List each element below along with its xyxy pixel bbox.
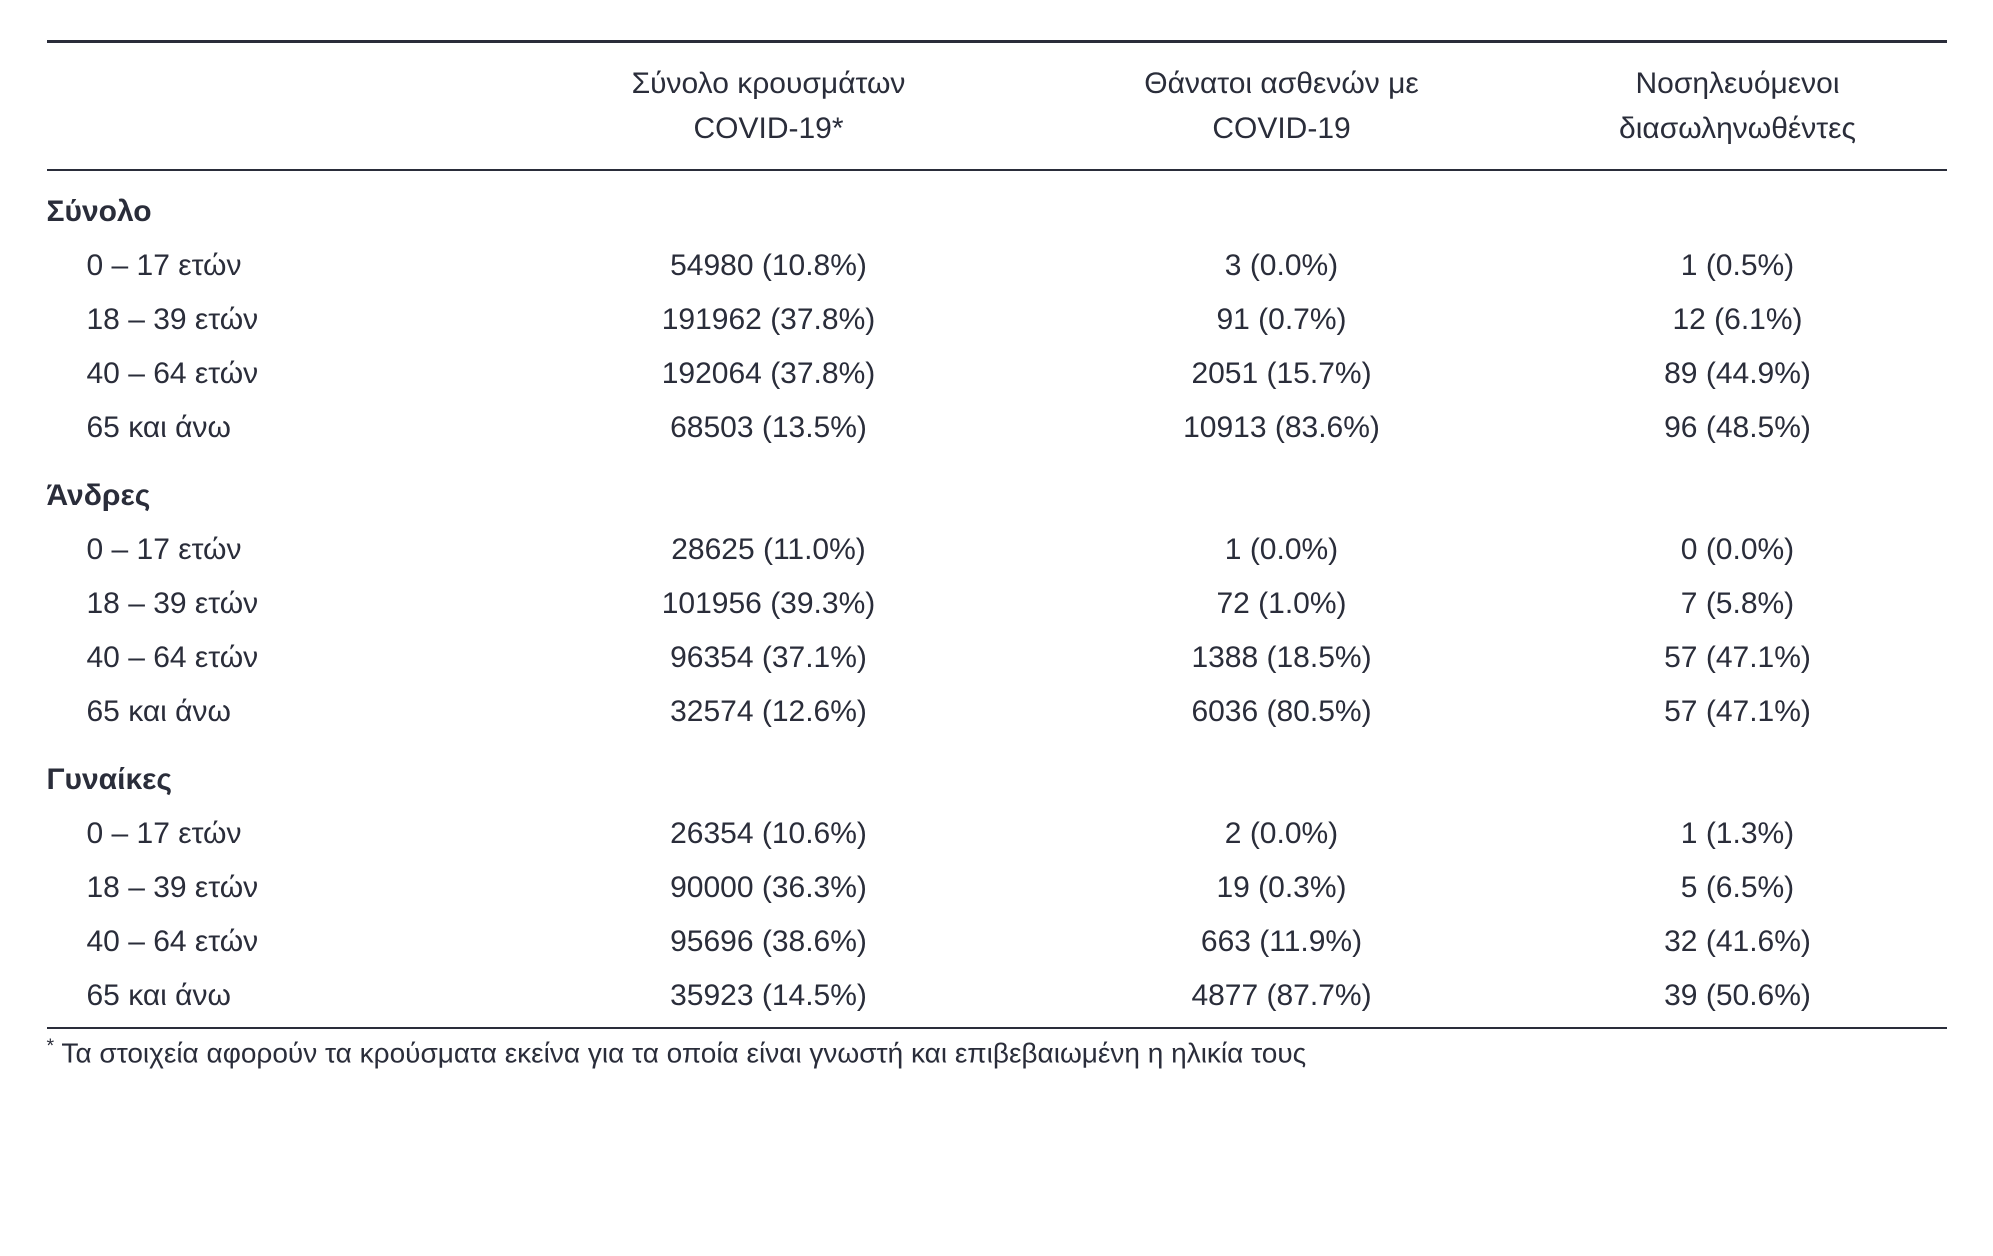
cell-intubated: 39 (50.6%) [1529, 969, 1947, 1028]
cell-intubated: 1 (0.5%) [1529, 239, 1947, 293]
table-header-row: Σύνολο κρουσμάτων COVID-19* Θάνατοι ασθε… [47, 42, 1947, 171]
col-header-intubated-line2: διασωληνωθέντες [1619, 112, 1856, 145]
section-title: Άνδρες [47, 455, 1947, 523]
col-header-intubated-line1: Νοσηλευόμενοι [1635, 67, 1839, 100]
cell-deaths: 2051 (15.7%) [1035, 347, 1529, 401]
cell-age: 65 και άνω [47, 685, 503, 739]
table-row: 18 – 39 ετών101956 (39.3%)72 (1.0%)7 (5.… [47, 577, 1947, 631]
cell-cases: 35923 (14.5%) [503, 969, 1035, 1028]
cell-age: 40 – 64 ετών [47, 915, 503, 969]
cell-age: 65 και άνω [47, 969, 503, 1028]
cell-cases: 28625 (11.0%) [503, 523, 1035, 577]
section-title: Γυναίκες [47, 739, 1947, 807]
col-header-empty [47, 42, 503, 171]
cell-cases: 192064 (37.8%) [503, 347, 1035, 401]
table-row: 40 – 64 ετών95696 (38.6%)663 (11.9%)32 (… [47, 915, 1947, 969]
cell-cases: 26354 (10.6%) [503, 807, 1035, 861]
section-title: Σύνολο [47, 170, 1947, 239]
cell-intubated: 1 (1.3%) [1529, 807, 1947, 861]
table-row: 65 και άνω32574 (12.6%)6036 (80.5%)57 (4… [47, 685, 1947, 739]
covid-data-table: Σύνολο κρουσμάτων COVID-19* Θάνατοι ασθε… [47, 40, 1947, 1029]
cell-deaths: 91 (0.7%) [1035, 293, 1529, 347]
table-row: 0 – 17 ετών28625 (11.0%)1 (0.0%)0 (0.0%) [47, 523, 1947, 577]
cell-age: 40 – 64 ετών [47, 631, 503, 685]
cell-intubated: 7 (5.8%) [1529, 577, 1947, 631]
cell-deaths: 1 (0.0%) [1035, 523, 1529, 577]
table-row: 40 – 64 ετών96354 (37.1%)1388 (18.5%)57 … [47, 631, 1947, 685]
cell-cases: 101956 (39.3%) [503, 577, 1035, 631]
col-header-deaths-line2: COVID-19 [1212, 112, 1350, 145]
cell-deaths: 1388 (18.5%) [1035, 631, 1529, 685]
cell-cases: 54980 (10.8%) [503, 239, 1035, 293]
section-header: Άνδρες [47, 455, 1947, 523]
table-footnote: * Τα στοιχεία αφορούν τα κρούσματα εκείν… [47, 1029, 1947, 1073]
covid-table-wrapper: Σύνολο κρουσμάτων COVID-19* Θάνατοι ασθε… [47, 40, 1947, 1073]
table-row: 65 και άνω35923 (14.5%)4877 (87.7%)39 (5… [47, 969, 1947, 1028]
cell-deaths: 3 (0.0%) [1035, 239, 1529, 293]
col-header-intubated: Νοσηλευόμενοι διασωληνωθέντες [1529, 42, 1947, 171]
cell-age: 0 – 17 ετών [47, 239, 503, 293]
cell-intubated: 57 (47.1%) [1529, 631, 1947, 685]
table-row: 18 – 39 ετών90000 (36.3%)19 (0.3%)5 (6.5… [47, 861, 1947, 915]
cell-cases: 96354 (37.1%) [503, 631, 1035, 685]
cell-age: 18 – 39 ετών [47, 577, 503, 631]
cell-cases: 90000 (36.3%) [503, 861, 1035, 915]
table-row: 40 – 64 ετών192064 (37.8%)2051 (15.7%)89… [47, 347, 1947, 401]
cell-intubated: 96 (48.5%) [1529, 401, 1947, 455]
cell-age: 0 – 17 ετών [47, 523, 503, 577]
cell-cases: 68503 (13.5%) [503, 401, 1035, 455]
cell-intubated: 57 (47.1%) [1529, 685, 1947, 739]
cell-intubated: 32 (41.6%) [1529, 915, 1947, 969]
cell-deaths: 6036 (80.5%) [1035, 685, 1529, 739]
table-body: Σύνολο0 – 17 ετών54980 (10.8%)3 (0.0%)1 … [47, 170, 1947, 1028]
cell-intubated: 0 (0.0%) [1529, 523, 1947, 577]
cell-deaths: 72 (1.0%) [1035, 577, 1529, 631]
footnote-marker: * [47, 1035, 55, 1057]
table-row: 0 – 17 ετών54980 (10.8%)3 (0.0%)1 (0.5%) [47, 239, 1947, 293]
cell-deaths: 4877 (87.7%) [1035, 969, 1529, 1028]
table-row: 18 – 39 ετών191962 (37.8%)91 (0.7%)12 (6… [47, 293, 1947, 347]
col-header-cases: Σύνολο κρουσμάτων COVID-19* [503, 42, 1035, 171]
cell-cases: 95696 (38.6%) [503, 915, 1035, 969]
cell-age: 18 – 39 ετών [47, 861, 503, 915]
cell-cases: 32574 (12.6%) [503, 685, 1035, 739]
section-header: Γυναίκες [47, 739, 1947, 807]
cell-cases: 191962 (37.8%) [503, 293, 1035, 347]
cell-intubated: 89 (44.9%) [1529, 347, 1947, 401]
cell-deaths: 10913 (83.6%) [1035, 401, 1529, 455]
col-header-cases-line2: COVID-19* [693, 112, 843, 145]
cell-age: 65 και άνω [47, 401, 503, 455]
cell-deaths: 2 (0.0%) [1035, 807, 1529, 861]
cell-age: 18 – 39 ετών [47, 293, 503, 347]
table-row: 0 – 17 ετών26354 (10.6%)2 (0.0%)1 (1.3%) [47, 807, 1947, 861]
footnote-text: Τα στοιχεία αφορούν τα κρούσματα εκείνα … [54, 1037, 1306, 1068]
cell-intubated: 5 (6.5%) [1529, 861, 1947, 915]
section-header: Σύνολο [47, 170, 1947, 239]
col-header-deaths: Θάνατοι ασθενών με COVID-19 [1035, 42, 1529, 171]
col-header-deaths-line1: Θάνατοι ασθενών με [1144, 67, 1418, 100]
cell-intubated: 12 (6.1%) [1529, 293, 1947, 347]
cell-age: 0 – 17 ετών [47, 807, 503, 861]
cell-deaths: 19 (0.3%) [1035, 861, 1529, 915]
cell-age: 40 – 64 ετών [47, 347, 503, 401]
col-header-cases-line1: Σύνολο κρουσμάτων [632, 67, 906, 100]
table-row: 65 και άνω68503 (13.5%)10913 (83.6%)96 (… [47, 401, 1947, 455]
cell-deaths: 663 (11.9%) [1035, 915, 1529, 969]
